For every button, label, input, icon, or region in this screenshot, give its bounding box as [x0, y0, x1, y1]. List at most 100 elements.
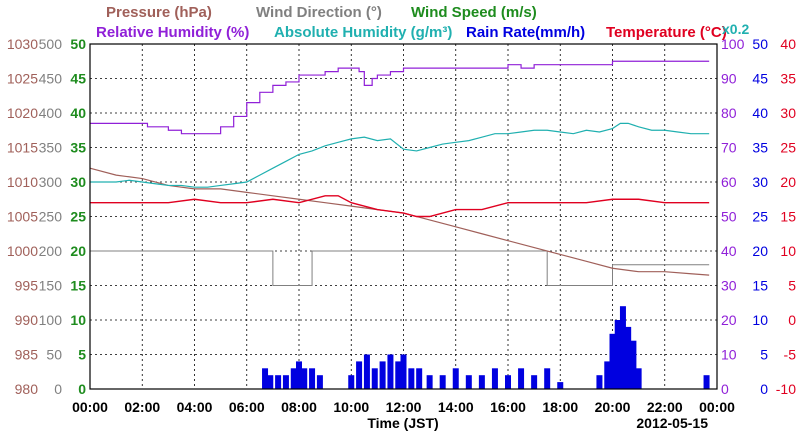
rain-rate-bar [290, 368, 297, 389]
tick-label-relative-humidity: 0 [721, 381, 729, 397]
rain-rate-bar [348, 375, 355, 389]
rain-rate-bar [371, 368, 378, 389]
rain-rate-bar [630, 340, 637, 389]
tick-label-rain-rate: 45 [752, 71, 768, 87]
tick-label-wind-direction: 0 [54, 381, 62, 397]
rain-rate-bar [609, 333, 616, 389]
rain-rate-bar [625, 326, 632, 389]
x-tick-label: 16:00 [490, 399, 526, 415]
tick-label-pressure: 1020 [7, 105, 38, 121]
rain-rate-bar [309, 368, 316, 389]
tick-label-relative-humidity: 90 [721, 71, 737, 87]
tick-label-relative-humidity: 50 [721, 209, 737, 225]
tick-label-relative-humidity: 20 [721, 312, 737, 328]
tick-label-temperature: 40 [780, 36, 796, 52]
rain-rate-bar [614, 320, 621, 389]
tick-label-pressure: 1015 [7, 140, 38, 156]
tick-label-pressure: 985 [15, 347, 39, 363]
tick-label-rain-rate: 10 [752, 312, 768, 328]
relative-humidity-line [90, 60, 710, 135]
rain-rate-bar [395, 361, 402, 389]
absolute-humidity-line [90, 122, 710, 188]
pressure-line [89, 167, 710, 276]
tick-label-relative-humidity: 30 [721, 278, 737, 294]
legend-absolute-humidity: Absolute Humidity (g/m³) [274, 24, 452, 41]
tick-label-pressure: 1000 [7, 243, 38, 259]
rain-rate-bar [544, 368, 551, 389]
rain-rate-bar [596, 375, 603, 389]
tick-labels: 9809859909951000100510101015102010251030… [7, 36, 796, 415]
tick-label-relative-humidity: 100 [721, 36, 745, 52]
rain-rate-bar [387, 354, 394, 389]
tick-label-temperature: 0 [788, 312, 796, 328]
tick-label-pressure: 990 [15, 312, 39, 328]
tick-label-wind-direction: 400 [39, 105, 63, 121]
tick-label-wind-direction: 100 [39, 312, 63, 328]
x-tick-label: 12:00 [386, 399, 422, 415]
tick-label-wind-speed: 10 [70, 312, 86, 328]
rain-rate-bar [439, 375, 446, 389]
rain-rate-bar [531, 375, 538, 389]
rain-rate-bar [296, 361, 302, 389]
tick-label-wind-direction: 500 [39, 36, 63, 52]
tick-label-relative-humidity: 80 [721, 105, 737, 121]
tick-label-rain-rate: 25 [752, 209, 768, 225]
x-tick-label: 08:00 [281, 399, 317, 415]
tick-label-rain-rate: 5 [760, 347, 768, 363]
tick-label-rain-rate: 30 [752, 174, 768, 190]
tick-label-wind-speed: 40 [70, 105, 86, 121]
tick-label-temperature: 5 [788, 278, 796, 294]
rain-rate-bar [505, 375, 511, 389]
series-layer [89, 60, 710, 389]
x-tick-label: 10:00 [333, 399, 369, 415]
tick-label-wind-speed: 45 [70, 71, 86, 87]
x-axis-label: Time (JST) [367, 415, 438, 431]
tick-label-wind-direction: 200 [39, 243, 63, 259]
rain-rate-bar [452, 368, 459, 389]
x-tick-label: 06:00 [229, 399, 265, 415]
legend-wind-speed: Wind Speed (m/s) [411, 4, 537, 21]
tick-label-rain-rate: 40 [752, 105, 768, 121]
tick-label-relative-humidity: 60 [721, 174, 737, 190]
tick-label-rain-rate: 35 [752, 140, 768, 156]
rain-rate-bar [379, 361, 386, 389]
tick-label-wind-direction: 350 [39, 140, 63, 156]
tick-label-temperature: -5 [784, 347, 797, 363]
rain-rate-bar [426, 375, 433, 389]
rain-rate-bar [465, 375, 472, 389]
rain-rate-bar [416, 368, 423, 389]
rain-rate-bar [635, 368, 642, 389]
plot-frame [89, 43, 718, 390]
tick-label-rain-rate: 15 [752, 278, 768, 294]
tick-label-relative-humidity: 70 [721, 140, 737, 156]
rain-rate-bar [275, 375, 282, 389]
legend: Pressure (hPa) Wind Direction (°) Wind Spe… [96, 4, 749, 41]
tick-label-pressure: 980 [15, 381, 39, 397]
x-tick-label: 04:00 [177, 399, 213, 415]
tick-label-wind-direction: 50 [46, 347, 62, 363]
tick-label-wind-speed: 50 [70, 36, 86, 52]
x-tick-label: 00:00 [699, 399, 735, 415]
tick-label-wind-direction: 450 [39, 71, 63, 87]
legend-pressure: Pressure (hPa) [106, 4, 212, 21]
tick-label-wind-direction: 150 [39, 278, 63, 294]
tick-label-temperature: 10 [780, 243, 796, 259]
tick-label-pressure: 995 [15, 278, 39, 294]
tick-label-temperature: 15 [780, 209, 796, 225]
tick-label-temperature: 35 [780, 71, 796, 87]
tick-label-temperature: 20 [780, 174, 796, 190]
tick-label-wind-direction: 250 [39, 209, 63, 225]
tick-label-wind-direction: 300 [39, 174, 63, 190]
tick-label-relative-humidity: 40 [721, 243, 737, 259]
tick-label-rain-rate: 0 [760, 381, 768, 397]
x-tick-label: 22:00 [647, 399, 683, 415]
rain-rate-bar [703, 375, 710, 389]
rain-rate-bar [619, 306, 626, 389]
rain-rate-bar [301, 368, 308, 389]
rain-rate-bar [400, 354, 407, 389]
wind-direction-line [90, 250, 710, 286]
x-tick-label: 20:00 [595, 399, 631, 415]
rain-rate-bar [267, 375, 274, 389]
